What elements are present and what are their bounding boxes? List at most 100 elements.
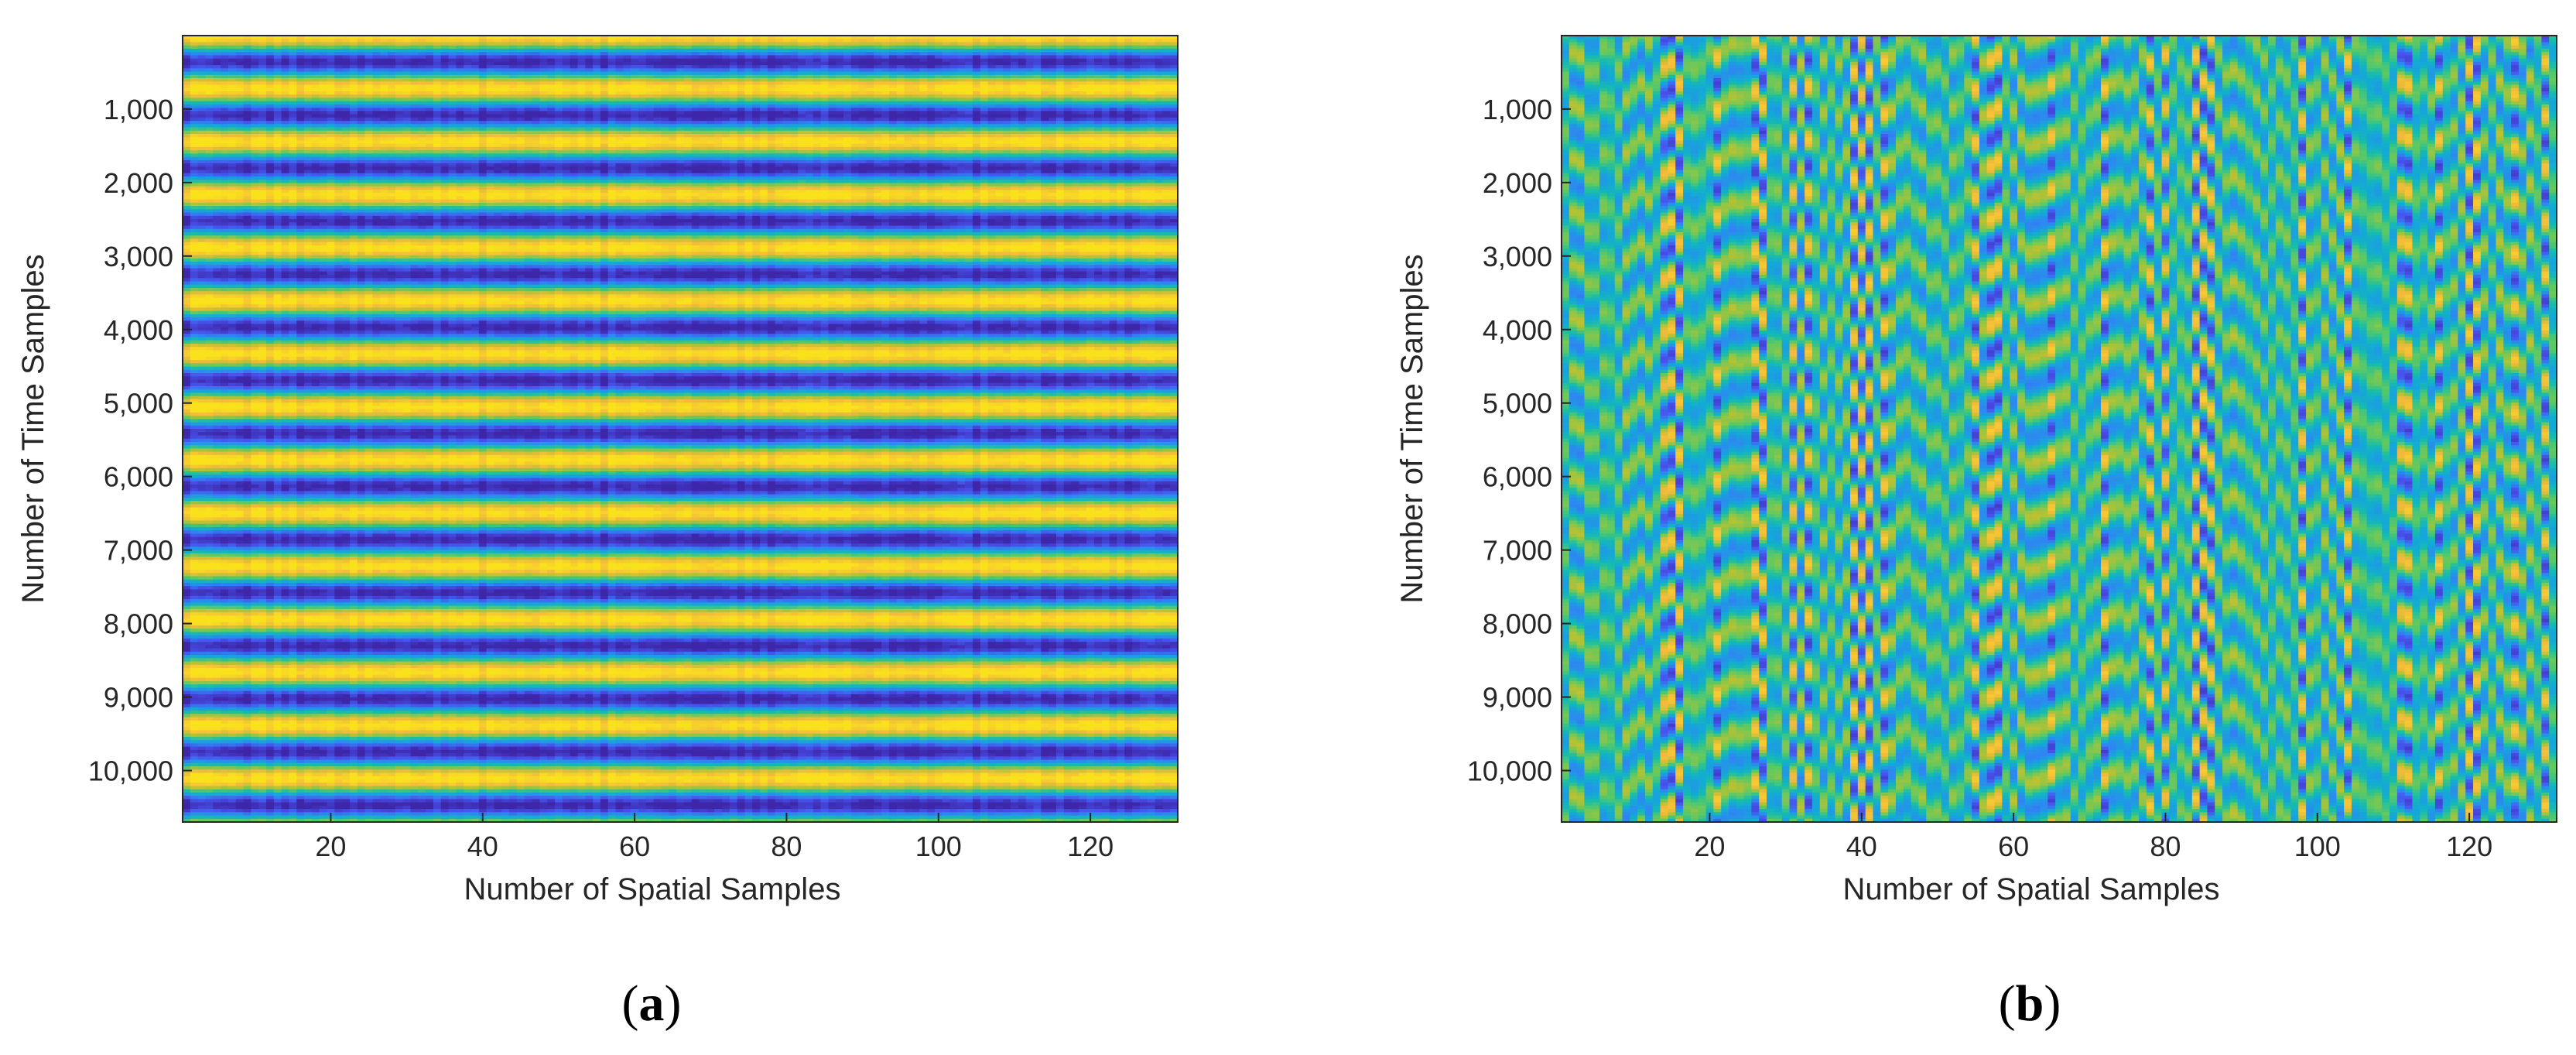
heatmap-cell [631, 39, 638, 43]
heatmap-cell [608, 49, 616, 53]
heatmap-cell [517, 62, 525, 66]
heatmap-cell [676, 46, 684, 50]
heatmap-cell [563, 62, 570, 66]
heatmap-cell [881, 42, 889, 46]
heatmap-cell [205, 52, 213, 56]
heatmap-cell [1049, 42, 1056, 46]
heatmap-cell [1026, 55, 1034, 59]
heatmap-cell [555, 42, 563, 46]
heatmap-cell [433, 46, 441, 50]
heatmap-cell [881, 49, 889, 53]
heatmap-cell [935, 62, 942, 66]
heatmap-cell [449, 39, 457, 43]
heatmap-cell [236, 65, 244, 69]
heatmap-cell [213, 62, 221, 66]
heatmap-cell [547, 55, 555, 59]
heatmap-cell [608, 55, 616, 59]
heatmap-cell [980, 46, 988, 50]
heatmap-cell [342, 46, 350, 50]
heatmap-cell [411, 55, 419, 59]
heatmap-cell [426, 42, 433, 46]
heatmap-cell [426, 52, 433, 56]
heatmap-cell [752, 39, 760, 43]
heatmap-cell [843, 46, 851, 50]
heatmap-cell [897, 42, 905, 46]
heatmap-cell [1049, 52, 1056, 56]
heatmap-cell [266, 39, 274, 43]
heatmap-cell [449, 65, 457, 69]
heatmap-cell [501, 42, 509, 46]
heatmap-cell [768, 46, 775, 50]
heatmap-cell [950, 42, 958, 46]
heatmap-cell [525, 65, 532, 69]
heatmap-cell [403, 52, 411, 56]
heatmap-cell [744, 55, 752, 59]
heatmap-cell [950, 46, 958, 50]
heatmap-cell [547, 52, 555, 56]
heatmap-cell [608, 46, 616, 50]
heatmap-cell [471, 59, 479, 63]
heatmap-cell [927, 39, 935, 43]
heatmap-cell [1148, 55, 1155, 59]
heatmap-cell [897, 62, 905, 66]
heatmap-cell [661, 52, 669, 56]
heatmap-cell [1026, 39, 1034, 43]
heatmap-cell [980, 39, 988, 43]
heatmap-cell [700, 65, 707, 69]
heatmap-cell [646, 46, 654, 50]
heatmap-cell [1132, 59, 1140, 63]
heatmap-cell [821, 65, 829, 69]
heatmap-cell [395, 46, 403, 50]
heatmap-cell [851, 59, 859, 63]
heatmap-cell [638, 39, 646, 43]
heatmap-cell [867, 55, 874, 59]
heatmap-cell [296, 65, 304, 69]
heatmap-cell [874, 46, 881, 50]
heatmap-cell [357, 65, 365, 69]
heatmap-cell [836, 49, 843, 53]
heatmap-cell [327, 46, 335, 50]
heatmap-cell [395, 59, 403, 63]
heatmap-cell [798, 46, 806, 50]
heatmap-cell [1079, 62, 1086, 66]
heatmap-cell [851, 49, 859, 53]
heatmap-cell [859, 46, 867, 50]
heatmap-cell [532, 55, 540, 59]
heatmap-cell [744, 65, 752, 69]
heatmap-cell [988, 59, 996, 63]
heatmap-cell [950, 55, 958, 59]
heatmap-cell [783, 39, 791, 43]
heatmap-cell [669, 62, 676, 66]
heatmap-cell [244, 46, 251, 50]
heatmap-cell [205, 49, 213, 53]
heatmap-cell [494, 42, 501, 46]
heatmap-cell [494, 46, 501, 50]
heatmap-cell [995, 46, 1003, 50]
heatmap-cell [464, 49, 471, 53]
heatmap-cell [631, 42, 638, 46]
heatmap-cell [426, 62, 433, 66]
heatmap-cell [1124, 46, 1132, 50]
heatmap-cell [190, 52, 198, 56]
heatmap-cell [927, 42, 935, 46]
heatmap-cell [183, 55, 190, 59]
heatmap-cell [509, 46, 517, 50]
heatmap-cell [380, 62, 388, 66]
heatmap-cell [570, 65, 578, 69]
heatmap-cell [927, 62, 935, 66]
heatmap-cell [1148, 46, 1155, 50]
heatmap-cell [722, 39, 730, 43]
heatmap-cell [593, 59, 600, 63]
heatmap-cell [509, 62, 517, 66]
heatmap-cell [190, 49, 198, 53]
heatmap-cell [768, 52, 775, 56]
heatmap-cell [973, 39, 980, 43]
heatmap-cell [790, 49, 798, 53]
heatmap-cell [539, 46, 547, 50]
heatmap-cell [471, 65, 479, 69]
heatmap-cell [471, 62, 479, 66]
heatmap-cell [525, 39, 532, 43]
heatmap-cell [388, 62, 395, 66]
heatmap-cell [380, 52, 388, 56]
heatmap-cell [403, 55, 411, 59]
